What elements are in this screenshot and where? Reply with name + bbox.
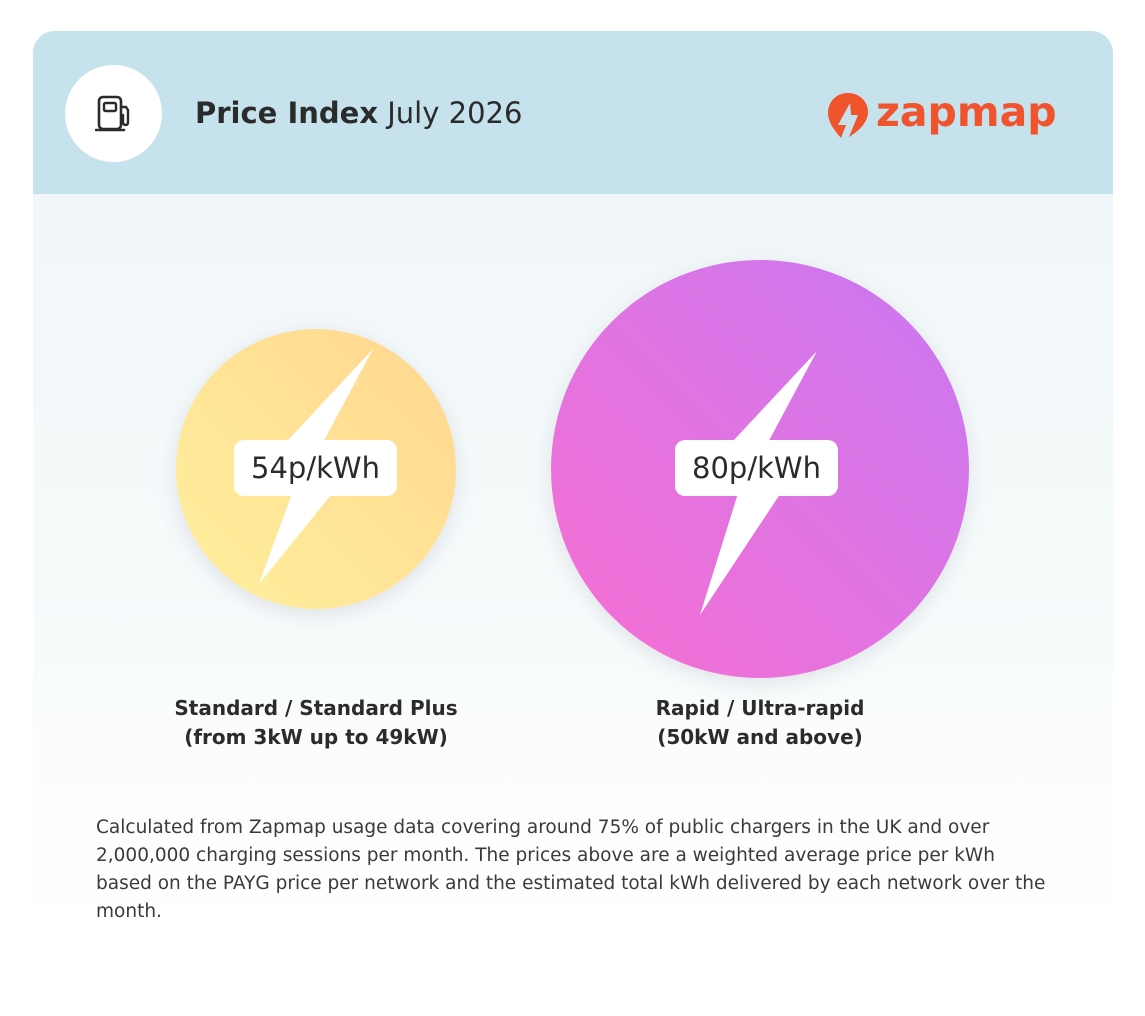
standard-price-bubble: 54p/kWh (176, 329, 456, 609)
logo-wordmark: zapmap (876, 88, 1057, 136)
rapid-category-label: Rapid / Ultra-rapid (50kW and above) (610, 694, 910, 752)
title-date: July 2026 (387, 96, 523, 130)
methodology-footnote: Calculated from Zapmap usage data coveri… (96, 817, 1046, 922)
standard-category-label: Standard / Standard Plus (from 3kW up to… (166, 694, 466, 752)
standard-price-value: 54p/kWh (234, 440, 397, 496)
fuel-pump-icon (65, 65, 162, 162)
lightning-bolt-icon (259, 349, 373, 584)
standard-label-line2: (from 3kW up to 49kW) (184, 725, 448, 749)
standard-label-line1: Standard / Standard Plus (174, 696, 458, 720)
header-banner: Price Index July 2026 zapmap (33, 31, 1113, 194)
rapid-label-line2: (50kW and above) (657, 725, 863, 749)
page-title: Price Index July 2026 (195, 95, 522, 131)
title-strong: Price Index (195, 96, 379, 130)
rapid-label-line1: Rapid / Ultra-rapid (655, 696, 865, 720)
rapid-price-bubble: 80p/kWh (551, 260, 969, 678)
zapmap-logo-icon (828, 93, 868, 138)
rapid-price-value: 80p/kWh (675, 440, 838, 496)
price-index-card: Price Index July 2026 zapmap 54p/kWh 80p… (33, 31, 1113, 931)
